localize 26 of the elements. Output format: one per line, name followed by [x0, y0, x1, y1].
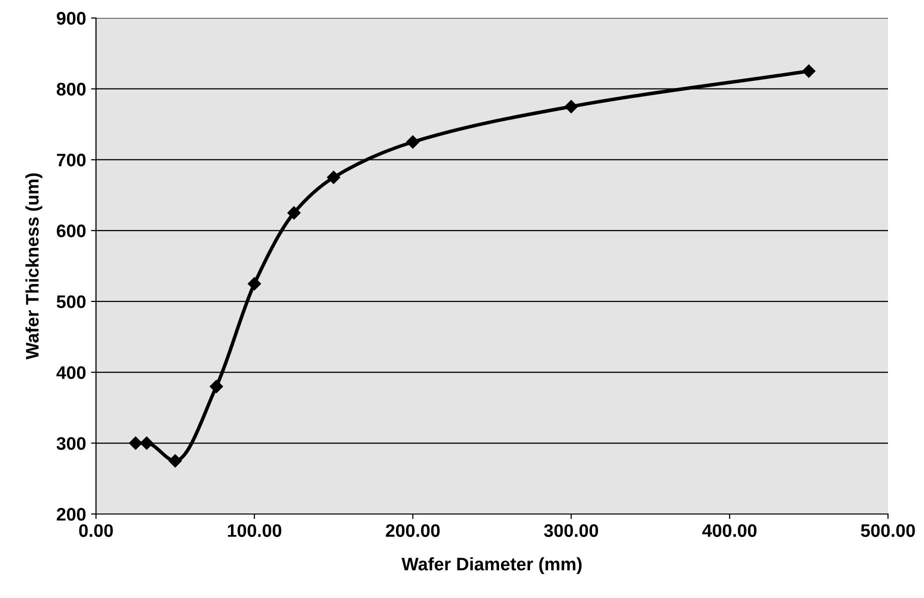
point	[287, 206, 301, 220]
x-axis-title: Wafer Diameter (mm)	[402, 557, 582, 574]
y-tick-label: 300	[56, 437, 86, 450]
y-tick-label: 200	[56, 508, 86, 521]
x-tick-label: 300.00	[544, 524, 598, 538]
y-tick-label: 900	[56, 12, 86, 25]
y-tick-label: 700	[56, 154, 86, 166]
point	[802, 64, 816, 78]
point	[129, 436, 142, 450]
y-tick-label: 400	[56, 366, 86, 380]
point	[564, 100, 578, 114]
point	[168, 454, 182, 468]
point	[140, 436, 154, 450]
x-tick-label: 400.00	[702, 524, 756, 537]
x-tick-label: 500.00	[860, 524, 915, 537]
x-tick-label: 200.00	[386, 524, 440, 537]
point	[406, 135, 420, 149]
y-tick-label: 500	[56, 295, 86, 308]
y-axis-title: Wafer Thickness (um)	[25, 173, 42, 360]
point	[327, 170, 340, 184]
y-tick-label: 600	[56, 224, 86, 238]
x-tick-label: 0.00	[79, 524, 113, 537]
point	[248, 277, 261, 290]
y-tick-label: 800	[56, 82, 86, 96]
x-tick-label: 100.00	[228, 524, 282, 537]
point	[210, 380, 223, 394]
